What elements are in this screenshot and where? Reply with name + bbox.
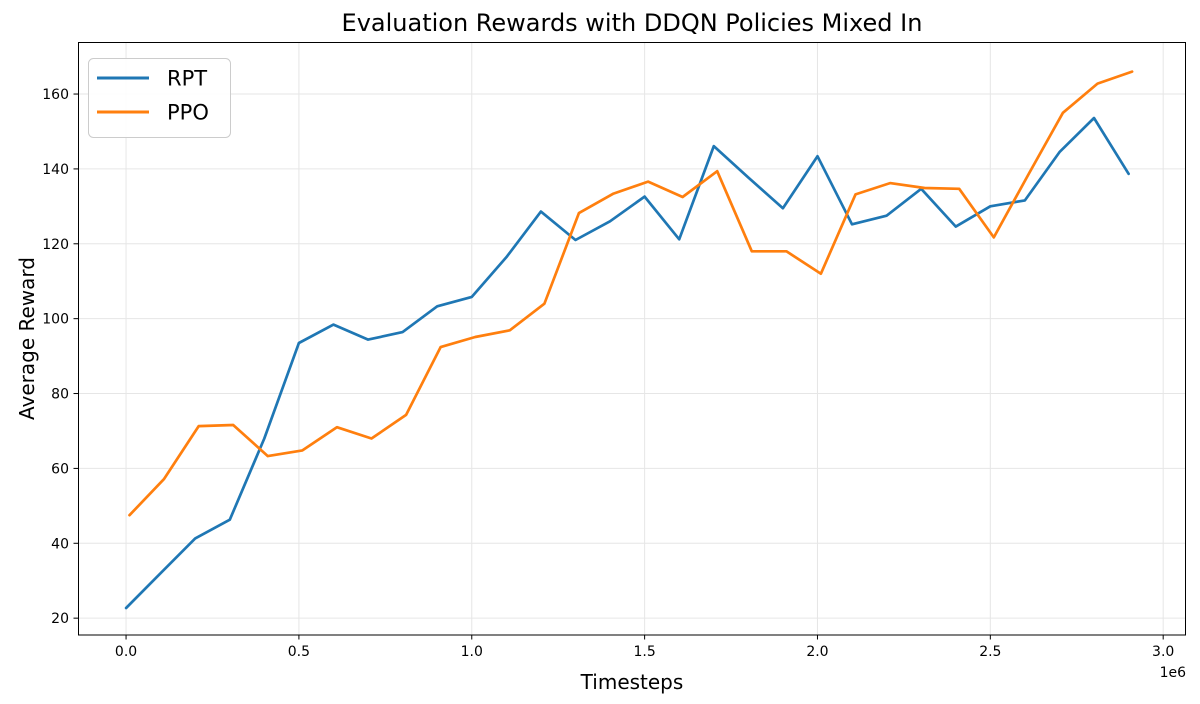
legend-box [88, 58, 231, 138]
legend: RPT PPO [88, 58, 231, 138]
y-tick-label: 100 [42, 312, 69, 328]
legend-label-rpt: RPT [167, 67, 207, 91]
y-axis-label: Average Reward [15, 257, 39, 420]
x-tick-label: 0.5 [288, 644, 310, 660]
x-tick-label: 3.0 [1152, 644, 1174, 660]
series-line-rpt [124, 116, 1130, 610]
y-tick-label: 120 [42, 237, 69, 253]
series-layer [124, 70, 1134, 610]
x-axis-offset-label: 1e6 [1160, 665, 1187, 681]
legend-item-rpt: RPT [97, 67, 207, 91]
legend-label-ppo: PPO [167, 101, 209, 125]
legend-item-ppo: PPO [97, 101, 209, 125]
x-axis-label: Timesteps [580, 670, 684, 694]
y-tick-label: 80 [51, 387, 69, 403]
y-tick-label: 20 [51, 611, 69, 627]
tick-layer: 0.0 0.5 1.0 1.5 2.0 2.5 3.0 20 40 60 80 100 120 140 16… [42, 87, 1174, 660]
x-tick-label: 1.0 [461, 644, 483, 660]
x-tick-label: 2.0 [806, 644, 828, 660]
y-tick-label: 40 [51, 536, 69, 552]
x-tick-label: 2.5 [979, 644, 1001, 660]
y-tick-label: 160 [42, 87, 69, 103]
grid-layer [78, 42, 1186, 635]
x-tick-label: 1.5 [633, 644, 655, 660]
series-line-ppo [128, 70, 1134, 517]
chart-title: Evaluation Rewards with DDQN Policies Mi… [342, 9, 923, 37]
plot-border [78, 42, 1186, 636]
x-tick-label: 0.0 [115, 644, 137, 660]
y-tick-label: 60 [51, 461, 69, 477]
y-tick-label: 140 [42, 162, 69, 178]
